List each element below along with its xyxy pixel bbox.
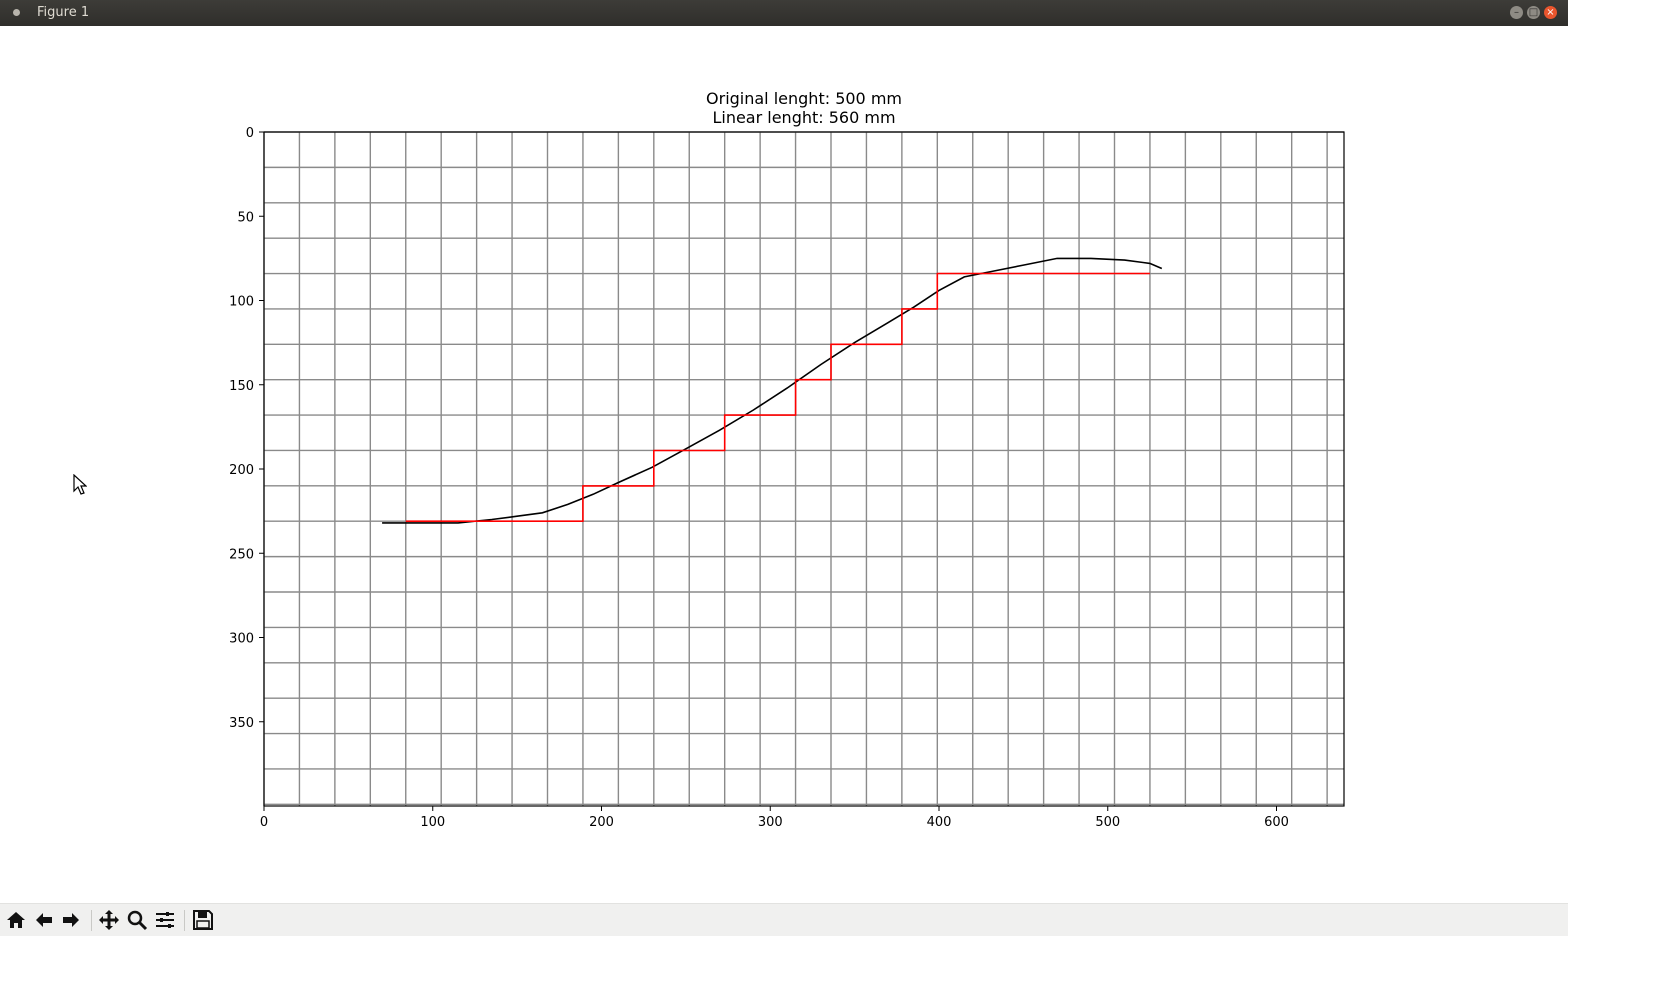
y-tick-label: 100 — [229, 295, 254, 310]
x-tick-label: 0 — [260, 815, 268, 830]
pan-icon — [99, 910, 119, 930]
axes-frame — [263, 131, 1345, 807]
back-button[interactable] — [32, 908, 56, 932]
toolbar-separator — [184, 910, 185, 931]
save-button[interactable] — [191, 908, 215, 932]
x-tick-label: 400 — [927, 815, 952, 830]
back-icon — [36, 913, 52, 927]
window-title: Figure 1 — [37, 5, 90, 20]
figure-canvas[interactable]: 0 100 200 300 400 500 600 0 50 100 150 200 250 300 350… — [0, 26, 1568, 903]
x-tick-label: 200 — [589, 815, 614, 830]
save-icon — [193, 910, 213, 930]
forward-icon — [63, 913, 79, 927]
pan-button[interactable] — [97, 908, 121, 932]
y-tick-label: 50 — [237, 210, 254, 225]
y-tick-label: 150 — [229, 379, 254, 394]
subplots-icon — [156, 912, 174, 928]
x-tick-label: 100 — [420, 815, 445, 830]
window-titlebar: Figure 1 – □ × — [0, 0, 1568, 26]
maximize-button[interactable]: □ — [1527, 6, 1540, 19]
home-button[interactable] — [4, 908, 28, 932]
app-menu-icon[interactable] — [13, 9, 20, 16]
subplots-button[interactable] — [153, 908, 177, 932]
chart: 0 100 200 300 400 500 600 0 50 100 150 200 250 300 350… — [229, 89, 1345, 830]
y-tick-label: 0 — [246, 126, 254, 141]
close-button[interactable]: × — [1544, 6, 1557, 19]
y-tick-label: 200 — [229, 463, 254, 478]
home-icon — [7, 912, 25, 928]
x-tick-label: 600 — [1264, 815, 1289, 830]
y-tick-label: 350 — [229, 716, 254, 731]
chart-title: Original lenght: 500 mm — [706, 89, 902, 108]
y-tick-label: 250 — [229, 547, 254, 562]
step-series — [405, 272, 1150, 523]
mouse-cursor-icon — [73, 474, 87, 495]
zoom-icon — [127, 910, 148, 931]
zoom-button[interactable] — [125, 908, 149, 932]
toolbar-separator — [91, 910, 92, 931]
x-tick-label: 500 — [1095, 815, 1120, 830]
forward-button[interactable] — [59, 908, 83, 932]
minimize-button[interactable]: – — [1510, 6, 1523, 19]
chart-title: Linear lenght: 560 mm — [712, 108, 895, 127]
x-tick-label: 300 — [758, 815, 783, 830]
y-tick-label: 300 — [229, 632, 254, 647]
curve-series — [382, 257, 1163, 524]
navigation-toolbar — [0, 903, 1568, 936]
